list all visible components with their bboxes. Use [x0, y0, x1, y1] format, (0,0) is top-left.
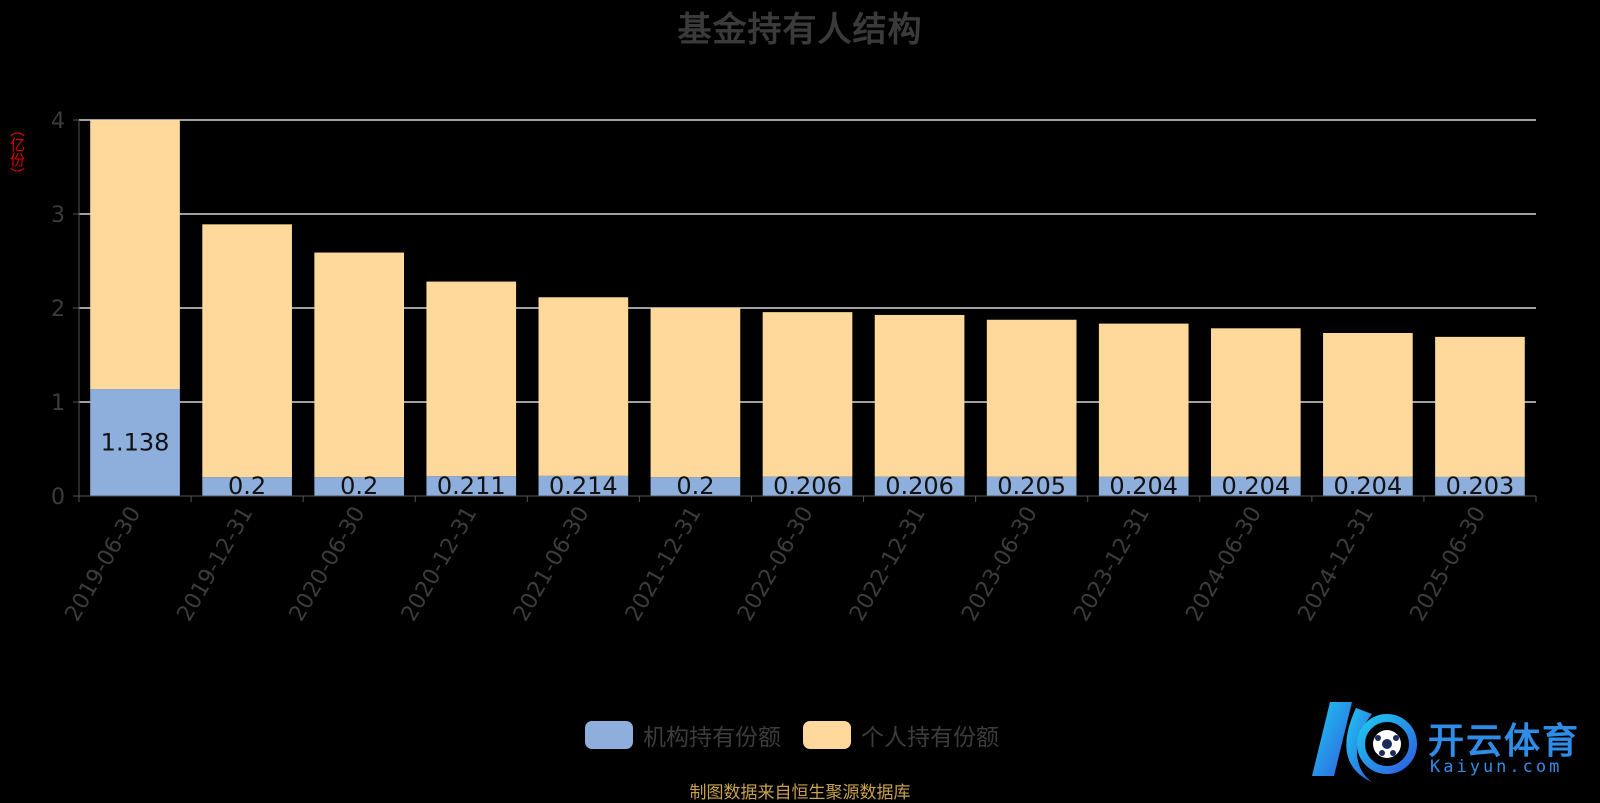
bar-institutional	[426, 476, 517, 496]
data-label-institutional: 0.211	[437, 472, 506, 500]
stacked-bar-chart: 1.138 0.2 0.2 0.211 0.214 0.2 0.206 0.206 0.205 0…	[51, 109, 1537, 626]
bar-institutional	[650, 477, 741, 496]
data-label-institutional: 0.204	[1221, 472, 1290, 500]
source-note: 制图数据来自恒生聚源数据库	[689, 783, 911, 803]
x-tick-label: 2021-12-31	[621, 503, 707, 626]
x-tick-label: 2019-12-31	[173, 503, 259, 626]
x-tick-label: 2021-06-30	[509, 503, 595, 626]
bar-institutional	[762, 476, 853, 496]
legend-label-individual: 个人持有份额	[861, 725, 999, 751]
data-label-institutional: 0.206	[773, 472, 842, 500]
chart-title: 基金持有人结构	[677, 10, 923, 50]
y-tick-label: 1	[51, 391, 65, 416]
x-tick-label: 2022-06-30	[733, 503, 819, 626]
kaiyun-logo	[1312, 702, 1417, 782]
legend-swatch-individual	[803, 721, 851, 749]
bar-individual	[650, 308, 741, 478]
data-label-institutional: 0.206	[885, 472, 954, 500]
x-tick-label: 2023-12-31	[1069, 503, 1155, 626]
legend-label-institutional: 机构持有份额	[643, 725, 781, 751]
bar-individual	[1210, 328, 1301, 477]
legend-swatch-institutional	[585, 721, 633, 749]
bar-individual	[762, 312, 853, 477]
bar-individual	[90, 120, 180, 390]
data-label-institutional: 0.2	[340, 472, 378, 500]
y-axis-unit: （亿份）	[8, 122, 26, 182]
bar-institutional	[538, 475, 629, 496]
x-tick-label: 2019-06-30	[61, 503, 147, 626]
watermark-brand: 开云体育	[1428, 721, 1581, 762]
data-label-institutional: 0.2	[228, 472, 266, 500]
data-label-institutional: 0.204	[1334, 472, 1403, 500]
bar-institutional	[1098, 476, 1189, 496]
bar-individual	[538, 297, 629, 476]
data-label-institutional: 0.204	[1109, 472, 1178, 500]
bar-individual	[314, 252, 405, 478]
data-label-institutional: 0.2	[676, 472, 714, 500]
bar-individual	[202, 224, 292, 478]
bar-institutional	[1323, 476, 1413, 496]
legend: 机构持有份额 个人持有份额	[585, 718, 999, 752]
bar-institutional	[314, 477, 405, 496]
y-tick-label: 3	[51, 203, 65, 228]
legend-item-individual[interactable]: 个人持有份额	[803, 718, 999, 752]
data-label-institutional: 1.138	[101, 429, 170, 457]
bar-institutional	[90, 389, 180, 496]
data-label-institutional: 0.203	[1446, 472, 1515, 500]
bar-institutional	[986, 476, 1077, 496]
bar-individual	[1323, 333, 1413, 477]
bar-individual	[1098, 323, 1189, 477]
bar-institutional	[1435, 476, 1525, 496]
bar-individual	[1435, 336, 1525, 477]
bar-institutional	[1210, 476, 1301, 496]
x-tick-label: 2022-12-31	[845, 503, 931, 626]
x-tick-label: 2025-06-30	[1406, 503, 1492, 626]
data-labels: 1.138 0.2 0.2 0.211 0.214 0.2 0.206 0.206 0.205 0…	[101, 429, 1515, 500]
data-label-institutional: 0.214	[549, 472, 618, 500]
x-tick-label: 2020-06-30	[285, 503, 371, 626]
x-tick-label: 2023-06-30	[957, 503, 1043, 626]
legend-item-institutional[interactable]: 机构持有份额	[585, 718, 781, 752]
y-tick-label: 4	[51, 109, 65, 134]
bars	[90, 120, 1525, 496]
data-label-institutional: 0.205	[997, 472, 1066, 500]
x-tick-label: 2024-06-30	[1181, 503, 1267, 626]
bar-institutional	[874, 476, 965, 496]
x-tick-label: 2024-12-31	[1294, 503, 1380, 626]
bar-individual	[986, 319, 1077, 477]
watermark-url: Kaiyun.com	[1430, 757, 1563, 777]
bar-individual	[426, 281, 517, 477]
y-tick-label: 2	[51, 297, 65, 322]
y-tick-label: 0	[51, 485, 65, 510]
x-tick-label: 2020-12-31	[397, 503, 483, 626]
bar-institutional	[202, 477, 292, 496]
bar-individual	[874, 314, 965, 477]
